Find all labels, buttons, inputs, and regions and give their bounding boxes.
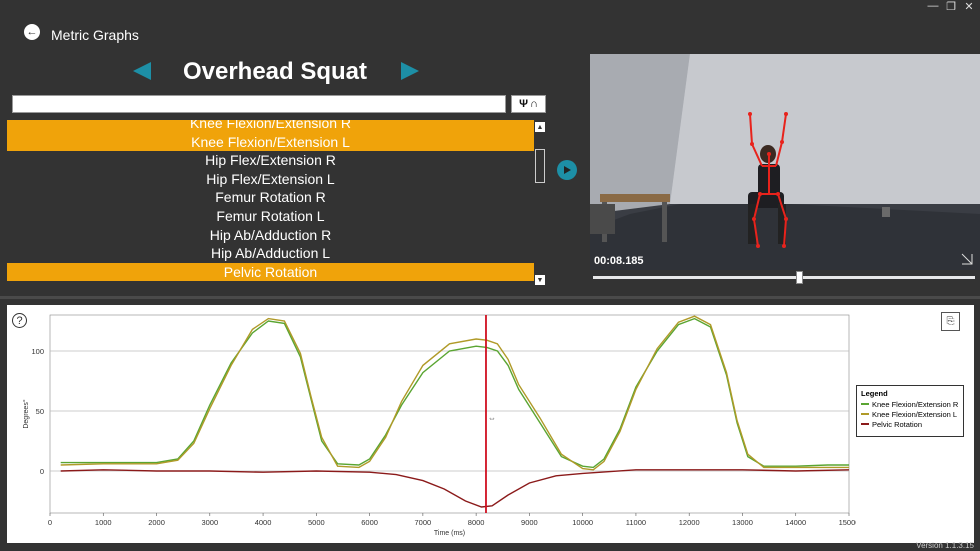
page-title: Metric Graphs	[51, 27, 139, 43]
metric-search-input[interactable]	[12, 95, 506, 113]
metric-item[interactable]: Hip Ab/Adduction L	[210, 245, 331, 262]
legend-label: Knee Flexion/Extension L	[872, 409, 958, 419]
video-timecode: 00:08.185	[594, 255, 644, 267]
x-tick-label: 1000	[95, 518, 112, 527]
x-tick-label: 14000	[785, 518, 806, 527]
video-scrubber-thumb[interactable]	[796, 271, 804, 284]
section-divider	[0, 296, 980, 299]
x-tick-label: 6000	[361, 518, 378, 527]
play-icon	[564, 166, 571, 174]
squat-icon: ∩	[529, 98, 538, 110]
metric-item[interactable]: Hip Ab/Adduction R	[209, 226, 332, 243]
back-arrow-icon: ←	[26, 26, 38, 38]
metric-item[interactable]: Knee Flexion/Extension L	[7, 132, 534, 152]
series-line-2	[60, 469, 850, 508]
x-tick-label: 3000	[201, 518, 218, 527]
legend-entry[interactable]: Pelvic Rotation	[861, 419, 959, 429]
y-tick-label: 100	[31, 347, 44, 356]
x-tick-label: 10000	[572, 518, 593, 527]
x-tick-label: 15000	[839, 518, 856, 527]
legend-label: Pelvic Rotation	[872, 419, 923, 429]
video-scrubber[interactable]	[593, 276, 975, 279]
previous-exercise-button[interactable]	[133, 62, 151, 80]
metric-list: Knee Flexion/Extension R Knee Flexion/Ext…	[7, 120, 534, 286]
x-tick-label: 11000	[626, 518, 646, 527]
back-button[interactable]: ←	[24, 24, 40, 40]
metric-item[interactable]: Hip Flex/Extension R	[205, 152, 336, 169]
y-tick-label: 50	[36, 407, 44, 416]
y-axis-label: Degrees°	[22, 399, 30, 428]
scroll-down-icon[interactable]: ▼	[535, 275, 545, 285]
legend-entry[interactable]: Knee Flexion/Extension L	[861, 409, 959, 419]
metric-item[interactable]: Femur Rotation R	[215, 189, 326, 206]
x-tick-label: 5000	[308, 518, 325, 527]
video-preview[interactable]	[590, 54, 980, 270]
x-tick-label: 4000	[255, 518, 272, 527]
next-exercise-button[interactable]	[401, 62, 419, 80]
version-label: Version 1.1.3.15	[916, 541, 974, 550]
scroll-thumb[interactable]	[535, 149, 545, 183]
legend-label: Knee Flexion/Extension R	[872, 399, 959, 409]
metric-item[interactable]: Knee Flexion/Extension R	[7, 120, 534, 133]
window-controls: — ❐ ✕	[926, 0, 976, 13]
body-filter-button[interactable]: Ψ ∩	[511, 95, 546, 113]
legend-title: Legend	[861, 389, 888, 398]
metric-list-scrollbar[interactable]: ▲ ▼	[535, 120, 545, 286]
chart-legend: Legend Knee Flexion/Extension R Knee Flex…	[856, 385, 964, 437]
legend-swatch	[861, 403, 869, 405]
export-pdf-icon[interactable]: ⎘	[941, 312, 960, 331]
x-tick-label: 12000	[679, 518, 700, 527]
play-button[interactable]	[557, 160, 577, 180]
legend-entry[interactable]: Knee Flexion/Extension R	[861, 399, 959, 409]
body-icon: Ψ	[519, 98, 528, 110]
scroll-up-icon[interactable]: ▲	[535, 122, 545, 132]
restore-icon[interactable]: ❐	[946, 0, 956, 13]
x-tick-label: 13000	[732, 518, 753, 527]
exercise-title: Overhead Squat	[182, 58, 368, 85]
x-tick-label: 8000	[468, 518, 485, 527]
x-axis-label: Time (ms)	[434, 530, 465, 537]
close-icon[interactable]: ✕	[964, 0, 974, 13]
metric-item[interactable]: Hip Flex/Extension L	[206, 170, 335, 187]
y-tick-label: 0	[40, 467, 44, 476]
legend-swatch	[861, 423, 869, 425]
x-tick-label: 2000	[148, 518, 165, 527]
minimize-icon[interactable]: —	[927, 0, 939, 12]
x-tick-label: 7000	[415, 518, 432, 527]
x-tick-label: 0	[48, 518, 52, 527]
help-icon[interactable]: ?	[12, 313, 27, 328]
plot-area	[49, 314, 850, 514]
metric-item[interactable]: Pelvic Rotation	[7, 262, 534, 282]
cursor-drag-icon: ⇔	[488, 414, 496, 423]
x-tick-label: 9000	[521, 518, 538, 527]
metric-item[interactable]: Femur Rotation L	[216, 207, 325, 224]
fullscreen-icon	[961, 253, 973, 265]
legend-swatch	[861, 413, 869, 415]
